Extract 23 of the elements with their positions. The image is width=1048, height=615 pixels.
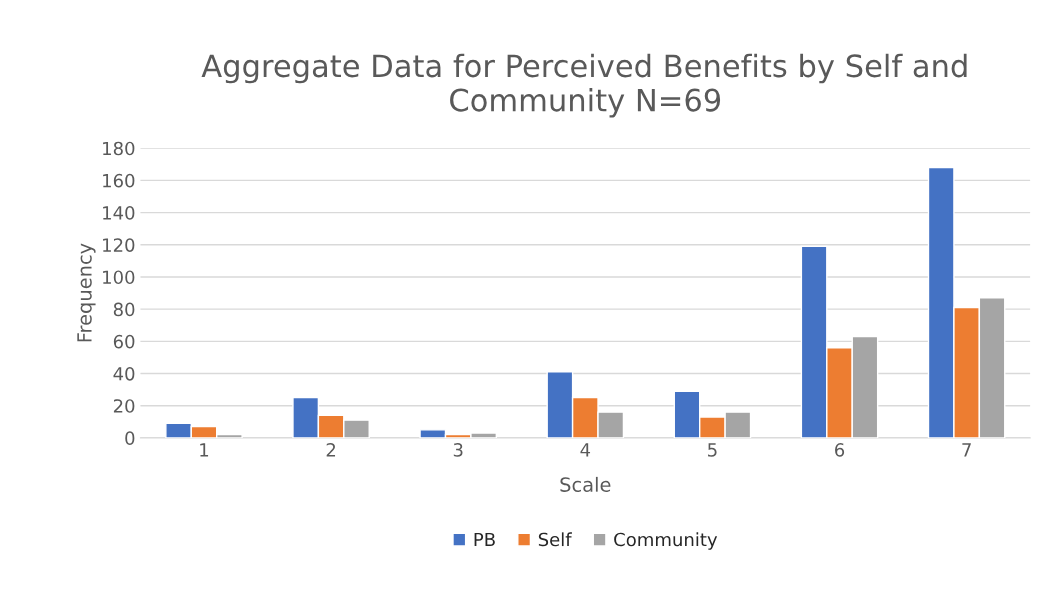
- y-tick-label: 140: [103, 206, 135, 220]
- y-tick-label: 80: [113, 302, 135, 317]
- x-tick-label: 7: [962, 443, 971, 457]
- legend-label: PB: [474, 532, 495, 547]
- y-tick-label: 160: [103, 173, 135, 188]
- y-tick-label: 40: [113, 366, 135, 381]
- y-tick-label: 120: [103, 238, 135, 252]
- x-tick-label: 5: [708, 443, 717, 457]
- x-tick-label: 4: [580, 443, 591, 457]
- x-axis-title: Scale: [560, 476, 611, 492]
- y-tick-label: 180: [103, 141, 135, 156]
- x-tick-label: 1: [200, 443, 209, 457]
- legend-label: Community: [614, 532, 718, 550]
- x-tick-label: 3: [453, 443, 463, 457]
- y-tick-label: 60: [113, 334, 135, 349]
- x-tick-label: 2: [326, 443, 336, 457]
- legend-label: Self: [538, 532, 572, 547]
- y-tick-label: 20: [113, 399, 135, 413]
- x-tick-label: 6: [835, 443, 845, 457]
- y-axis-title: Frequency: [77, 243, 96, 342]
- y-tick-label: 100: [103, 270, 135, 285]
- chart-title: Aggregate Data for Perceived Benefits by Self and Community N=69: [201, 53, 967, 118]
- y-tick-label: 0: [125, 431, 135, 445]
